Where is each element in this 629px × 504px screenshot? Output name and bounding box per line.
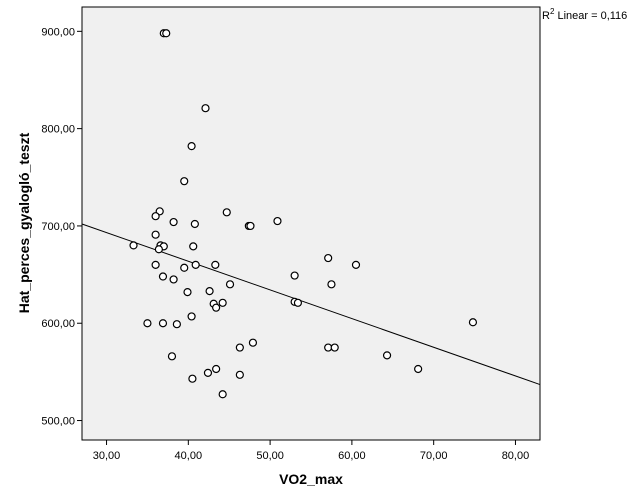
data-point (248, 338, 258, 347)
data-point (129, 241, 138, 250)
y-tick-label: 500,00 (41, 416, 75, 428)
x-tick-label: 60,00 (338, 450, 366, 462)
data-point (180, 177, 189, 186)
data-point (151, 260, 160, 269)
y-axis: 500,00 600,00 700,00 800,00 900,00 (41, 26, 82, 428)
data-point (225, 280, 235, 289)
data-point (169, 217, 178, 227)
data-point (151, 212, 160, 221)
data-point (190, 219, 199, 229)
data-point (414, 364, 423, 374)
x-tick-label: 40,00 (175, 450, 203, 462)
r2-label-prefix: R (542, 10, 550, 22)
x-tick-label: 50,00 (256, 450, 284, 462)
data-point (235, 370, 244, 379)
data-point (187, 312, 196, 321)
data-point (172, 320, 181, 329)
y-axis-title: Hat_perces_gyalogló_teszt (16, 132, 32, 313)
data-point (203, 368, 213, 377)
x-tick-label: 30,00 (93, 450, 121, 462)
data-point (162, 29, 171, 38)
data-point (167, 352, 177, 361)
data-point (351, 260, 361, 269)
x-axis-title: VO2_max (279, 471, 343, 487)
y-tick-label: 900,00 (41, 26, 75, 38)
data-point (293, 298, 303, 307)
data-point (143, 319, 152, 328)
data-point (187, 142, 196, 151)
data-point (246, 221, 255, 231)
r2-label-superscript: 2 (550, 7, 555, 16)
x-tick-label: 70,00 (420, 450, 448, 462)
data-point (273, 216, 282, 226)
y-tick-label: 800,00 (41, 124, 75, 136)
data-point (158, 272, 168, 281)
data-point (222, 208, 231, 217)
data-point (189, 242, 198, 251)
data-point (205, 287, 214, 296)
data-point (212, 364, 221, 374)
y-tick-label: 600,00 (41, 318, 75, 330)
data-point (218, 298, 227, 307)
data-points (129, 29, 478, 399)
data-point (235, 343, 244, 352)
data-point (201, 104, 210, 113)
data-point (290, 271, 299, 280)
data-point (468, 318, 478, 327)
x-axis: 30,00 40,00 50,00 60,00 70,00 80,00 (93, 440, 529, 462)
data-point (183, 287, 192, 297)
data-point (180, 263, 189, 272)
data-point (324, 253, 333, 263)
data-point (169, 275, 178, 284)
data-point (382, 351, 392, 360)
data-point (218, 390, 227, 399)
r2-annotation: R2 Linear = 0,116 (542, 7, 627, 22)
data-point (154, 245, 163, 254)
data-point (212, 303, 221, 312)
plot-area (81, 6, 541, 441)
y-tick-label: 700,00 (41, 221, 75, 233)
r2-label-rest: Linear = 0,116 (554, 10, 627, 22)
data-point (327, 280, 336, 289)
data-point (330, 343, 339, 352)
data-point (191, 260, 200, 269)
data-point (211, 260, 220, 269)
data-point (151, 230, 160, 239)
data-point (158, 319, 168, 328)
data-point (188, 374, 197, 383)
x-tick-label: 80,00 (502, 450, 530, 462)
